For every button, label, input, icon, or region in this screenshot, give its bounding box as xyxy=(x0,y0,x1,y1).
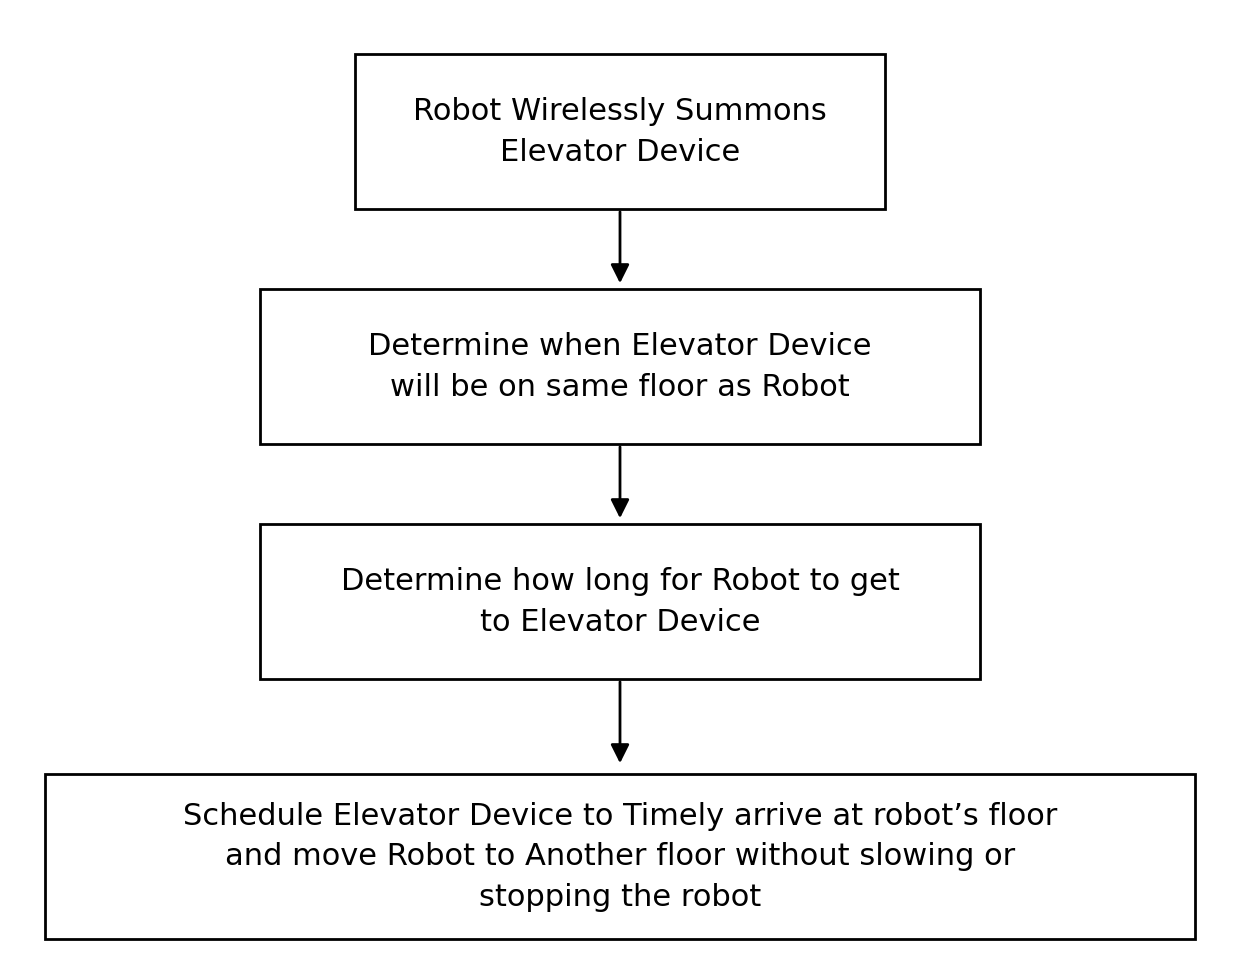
Text: Schedule Elevator Device to Timely arrive at robot’s floor
and move Robot to Ano: Schedule Elevator Device to Timely arriv… xyxy=(182,801,1058,911)
Bar xyxy=(260,524,980,678)
Bar xyxy=(45,774,1195,939)
Text: Determine how long for Robot to get
to Elevator Device: Determine how long for Robot to get to E… xyxy=(341,567,899,636)
Bar xyxy=(355,55,885,209)
Bar xyxy=(260,289,980,444)
Text: Determine when Elevator Device
will be on same floor as Robot: Determine when Elevator Device will be o… xyxy=(368,332,872,402)
Text: Robot Wirelessly Summons
Elevator Device: Robot Wirelessly Summons Elevator Device xyxy=(413,97,827,166)
